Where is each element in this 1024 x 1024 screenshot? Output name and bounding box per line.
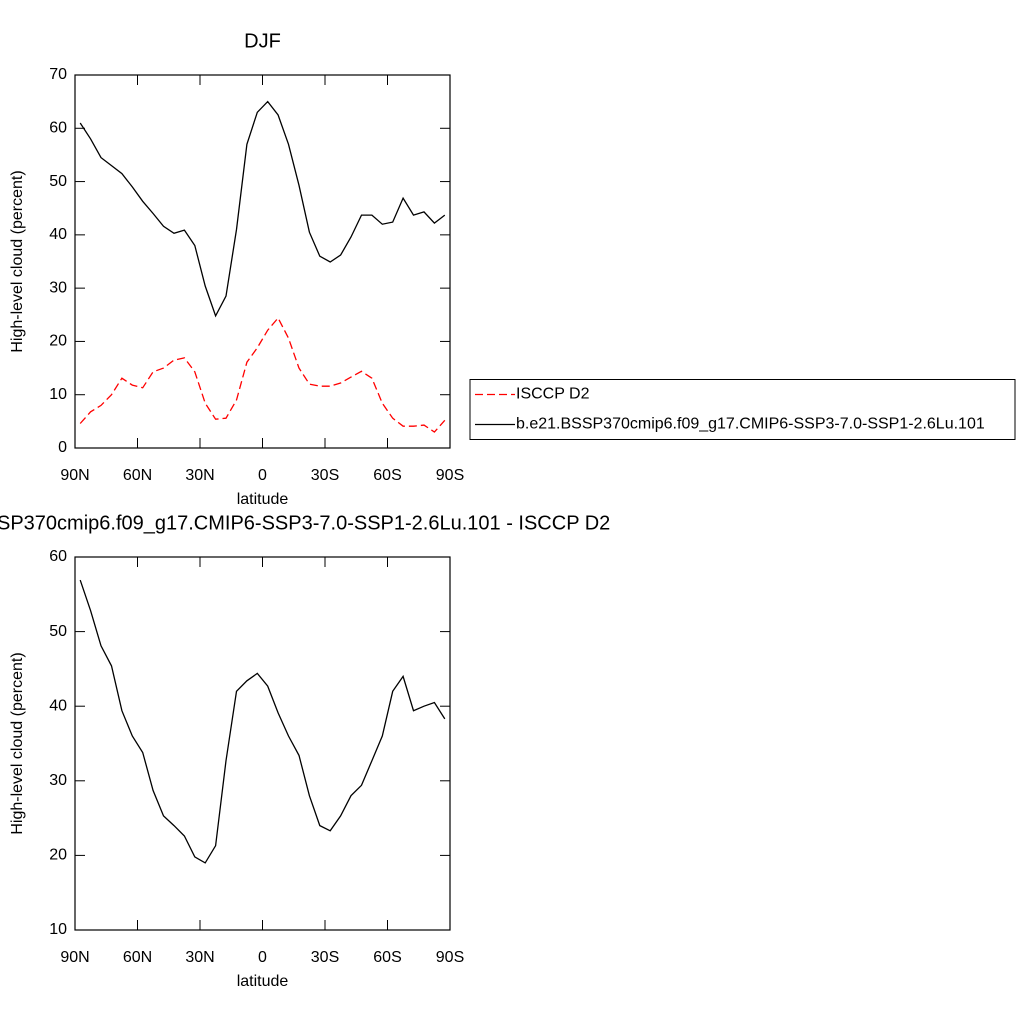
y-tick-label: 60 xyxy=(49,120,67,137)
x-tick-label: 60S xyxy=(373,467,401,484)
y-tick-label: 60 xyxy=(49,548,67,565)
legend-box xyxy=(469,379,1016,440)
x-tick-label: 30S xyxy=(311,467,339,484)
y-tick-label: 40 xyxy=(49,226,67,243)
x-tick-label: 90S xyxy=(436,949,464,966)
chart-title: b.e21.BSSP370cmip6.f09_g17.CMIP6-SSP3-7.… xyxy=(0,512,610,534)
y-tick-label: 40 xyxy=(49,697,67,714)
y-tick-label: 20 xyxy=(49,333,67,350)
x-tick-label: 30N xyxy=(185,949,214,966)
plot-frame xyxy=(74,74,451,449)
y-tick-label: 0 xyxy=(58,439,67,456)
y-axis-label: High-level cloud (percent) xyxy=(9,170,26,352)
data-line xyxy=(79,100,446,318)
data-line xyxy=(79,316,446,433)
y-tick-label: 70 xyxy=(49,66,67,83)
y-tick-label: 10 xyxy=(49,921,67,938)
y-tick-label: 30 xyxy=(49,772,67,789)
y-axis-label: High-level cloud (percent) xyxy=(9,652,26,834)
y-tick-label: 50 xyxy=(49,173,67,190)
y-tick-label: 20 xyxy=(49,847,67,864)
x-tick-label: 90N xyxy=(60,949,89,966)
chart-title: DJF xyxy=(244,30,281,52)
legend-label: ISCCP D2 xyxy=(516,386,590,403)
data-line xyxy=(79,579,446,864)
x-axis-label: latitude xyxy=(237,973,289,990)
x-axis-label: latitude xyxy=(237,491,289,508)
y-tick-label: 10 xyxy=(49,386,67,403)
x-tick-label: 0 xyxy=(258,949,267,966)
legend-label: b.e21.BSSP370cmip6.f09_g17.CMIP6-SSP3-7.… xyxy=(516,416,985,433)
x-tick-label: 60N xyxy=(123,949,152,966)
x-tick-label: 60N xyxy=(123,467,152,484)
x-tick-label: 90S xyxy=(436,467,464,484)
x-tick-label: 90N xyxy=(60,467,89,484)
x-tick-label: 30S xyxy=(311,949,339,966)
plot-frame xyxy=(74,556,451,931)
y-tick-label: 50 xyxy=(49,623,67,640)
x-tick-label: 0 xyxy=(258,467,267,484)
x-tick-label: 30N xyxy=(185,467,214,484)
x-tick-label: 60S xyxy=(373,949,401,966)
y-tick-label: 30 xyxy=(49,279,67,296)
